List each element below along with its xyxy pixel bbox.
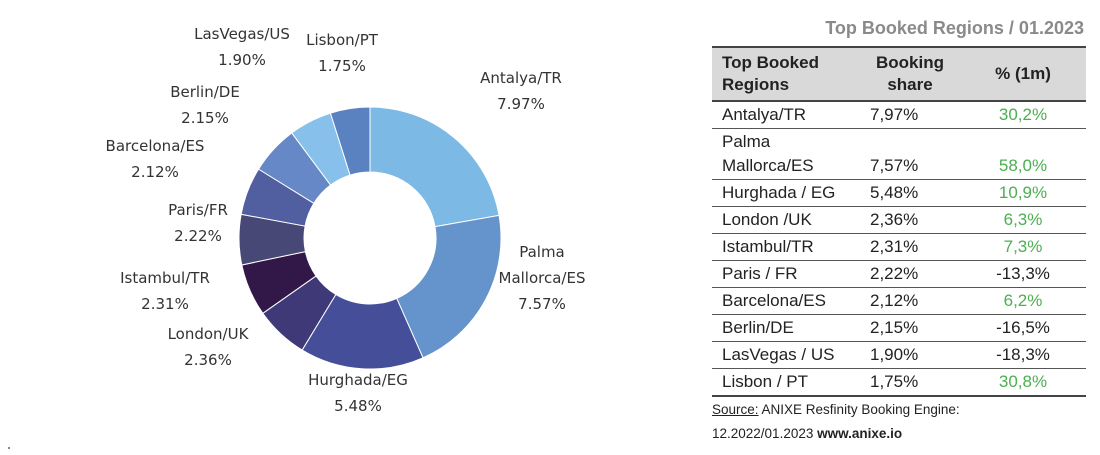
- slice-value-label: 2.36%: [184, 351, 232, 369]
- cell-share: 2,15%: [860, 314, 960, 342]
- source-text: ANIXE Resfinity Booking Engine:: [758, 402, 960, 417]
- slice-label: Palma Mallorca/ES 7.57%: [499, 243, 586, 313]
- table-header-row: Top Booked Regions Booking share % (1m): [712, 46, 1086, 102]
- source-note: Source: ANIXE Resfinity Booking Engine: …: [712, 398, 960, 446]
- donut-slice: [329, 106, 371, 176]
- cell-change: 7,3%: [960, 233, 1086, 261]
- header-regions: Top Booked Regions: [712, 46, 860, 102]
- cell-share: 1,75%: [860, 368, 960, 397]
- slice-value-label: 7.57%: [518, 295, 566, 313]
- table-body: Antalya/TR 7,97% 30,2% Palma Mallorca/ES 7,57…: [712, 101, 1086, 397]
- slice-value-label: 7.97%: [497, 95, 545, 113]
- slice-label: Lisbon/PT 1.75%: [306, 31, 379, 75]
- slice-value-label: 1.75%: [318, 57, 366, 75]
- cell-share: 7,97%: [860, 101, 960, 129]
- table-row: Istambul/TR 2,31% 7,3%: [712, 233, 1086, 261]
- cell-share: 2,36%: [860, 206, 960, 234]
- table-row: Paris / FR 2,22% -13,3%: [712, 260, 1086, 288]
- table-title: Top Booked Regions / 01.2023: [825, 18, 1084, 38]
- slice-value-label: 2.22%: [174, 227, 222, 245]
- cell-change: -16,5%: [960, 314, 1086, 342]
- slice-label: Paris/FR 2.22%: [168, 201, 228, 245]
- cell-share: 2,22%: [860, 260, 960, 288]
- cell-region: Istambul/TR: [712, 233, 860, 261]
- slice-name-label: Palma: [519, 243, 565, 261]
- slice-value-label: 2.15%: [181, 109, 229, 127]
- cell-change: 6,3%: [960, 206, 1086, 234]
- slice-label: Barcelona/ES 2.12%: [106, 137, 205, 181]
- slice-label: Berlin/DE 2.15%: [170, 83, 240, 127]
- donut-slice: [396, 214, 502, 359]
- cell-region: LasVegas / US: [712, 341, 860, 369]
- slice-value-label: 5.48%: [334, 397, 382, 415]
- donut-chart: Antalya/TR 7.97% Palma Mallorca/ES 7.57% Hurg…: [106, 25, 586, 415]
- cell-share: 7,57%: [860, 128, 960, 180]
- cell-change: 6,2%: [960, 287, 1086, 315]
- header-booking-share: Booking share: [860, 46, 960, 102]
- cell-change: 30,8%: [960, 368, 1086, 397]
- slice-value-label: 2.12%: [131, 163, 179, 181]
- cell-region: Berlin/DE: [712, 314, 860, 342]
- slice-label: LasVegas/US 1.90%: [194, 25, 290, 69]
- slice-name-label: Mallorca/ES: [499, 269, 586, 287]
- source-period: 12.2022/01.2023: [712, 426, 818, 441]
- slice-name-label: LasVegas/US: [194, 25, 290, 43]
- table-row: London /UK 2,36% 6,3%: [712, 206, 1086, 234]
- source-label: Source:: [712, 402, 759, 417]
- table-row: Barcelona/ES 2,12% 6,2%: [712, 287, 1086, 315]
- donut-slice: [369, 106, 500, 228]
- slice-label: Istambul/TR 2.31%: [120, 269, 210, 313]
- header-change: % (1m): [960, 46, 1086, 102]
- table-row: Antalya/TR 7,97% 30,2%: [712, 101, 1086, 129]
- cell-region: Hurghada / EG: [712, 179, 860, 207]
- cell-share: 2,12%: [860, 287, 960, 315]
- slice-label: London/UK 2.36%: [168, 325, 250, 369]
- cell-region: Antalya/TR: [712, 101, 860, 129]
- cell-region: London /UK: [712, 206, 860, 234]
- cell-share: 1,90%: [860, 341, 960, 369]
- cell-change: -18,3%: [960, 341, 1086, 369]
- table-row: Lisbon / PT 1,75% 30,8%: [712, 368, 1086, 397]
- cell-region: Barcelona/ES: [712, 287, 860, 315]
- slice-label: Hurghada/EG 5.48%: [308, 371, 408, 415]
- slice-name-label: Berlin/DE: [170, 83, 240, 101]
- slice-label: Antalya/TR 7.97%: [480, 69, 562, 113]
- slice-name-label: Barcelona/ES: [106, 137, 205, 155]
- slice-name-label: Istambul/TR: [120, 269, 210, 287]
- regions-table: Top Booked Regions Booking share % (1m) …: [712, 46, 1086, 397]
- slice-value-label: 2.31%: [141, 295, 189, 313]
- cell-change: 58,0%: [960, 128, 1086, 180]
- table-row: LasVegas / US 1,90% -18,3%: [712, 341, 1086, 369]
- cell-share: 2,31%: [860, 233, 960, 261]
- table-row: Berlin/DE 2,15% -16,5%: [712, 314, 1086, 342]
- cell-change: 30,2%: [960, 101, 1086, 129]
- cell-change: -13,3%: [960, 260, 1086, 288]
- stray-dot: [8, 447, 10, 449]
- cell-region: Lisbon / PT: [712, 368, 860, 397]
- slice-name-label: Antalya/TR: [480, 69, 562, 87]
- cell-region: Palma Mallorca/ES: [712, 128, 860, 180]
- slice-value-label: 1.90%: [218, 51, 266, 69]
- table-row: Palma Mallorca/ES 7,57% 58,0%: [712, 128, 1086, 180]
- cell-share: 5,48%: [860, 179, 960, 207]
- source-url: www.anixe.io: [817, 426, 903, 441]
- cell-region: Paris / FR: [712, 260, 860, 288]
- table-row: Hurghada / EG 5,48% 10,9%: [712, 179, 1086, 207]
- slice-name-label: Hurghada/EG: [308, 371, 408, 389]
- slice-name-label: London/UK: [168, 325, 250, 343]
- slice-name-label: Paris/FR: [168, 201, 228, 219]
- cell-change: 10,9%: [960, 179, 1086, 207]
- slice-name-label: Lisbon/PT: [306, 31, 379, 49]
